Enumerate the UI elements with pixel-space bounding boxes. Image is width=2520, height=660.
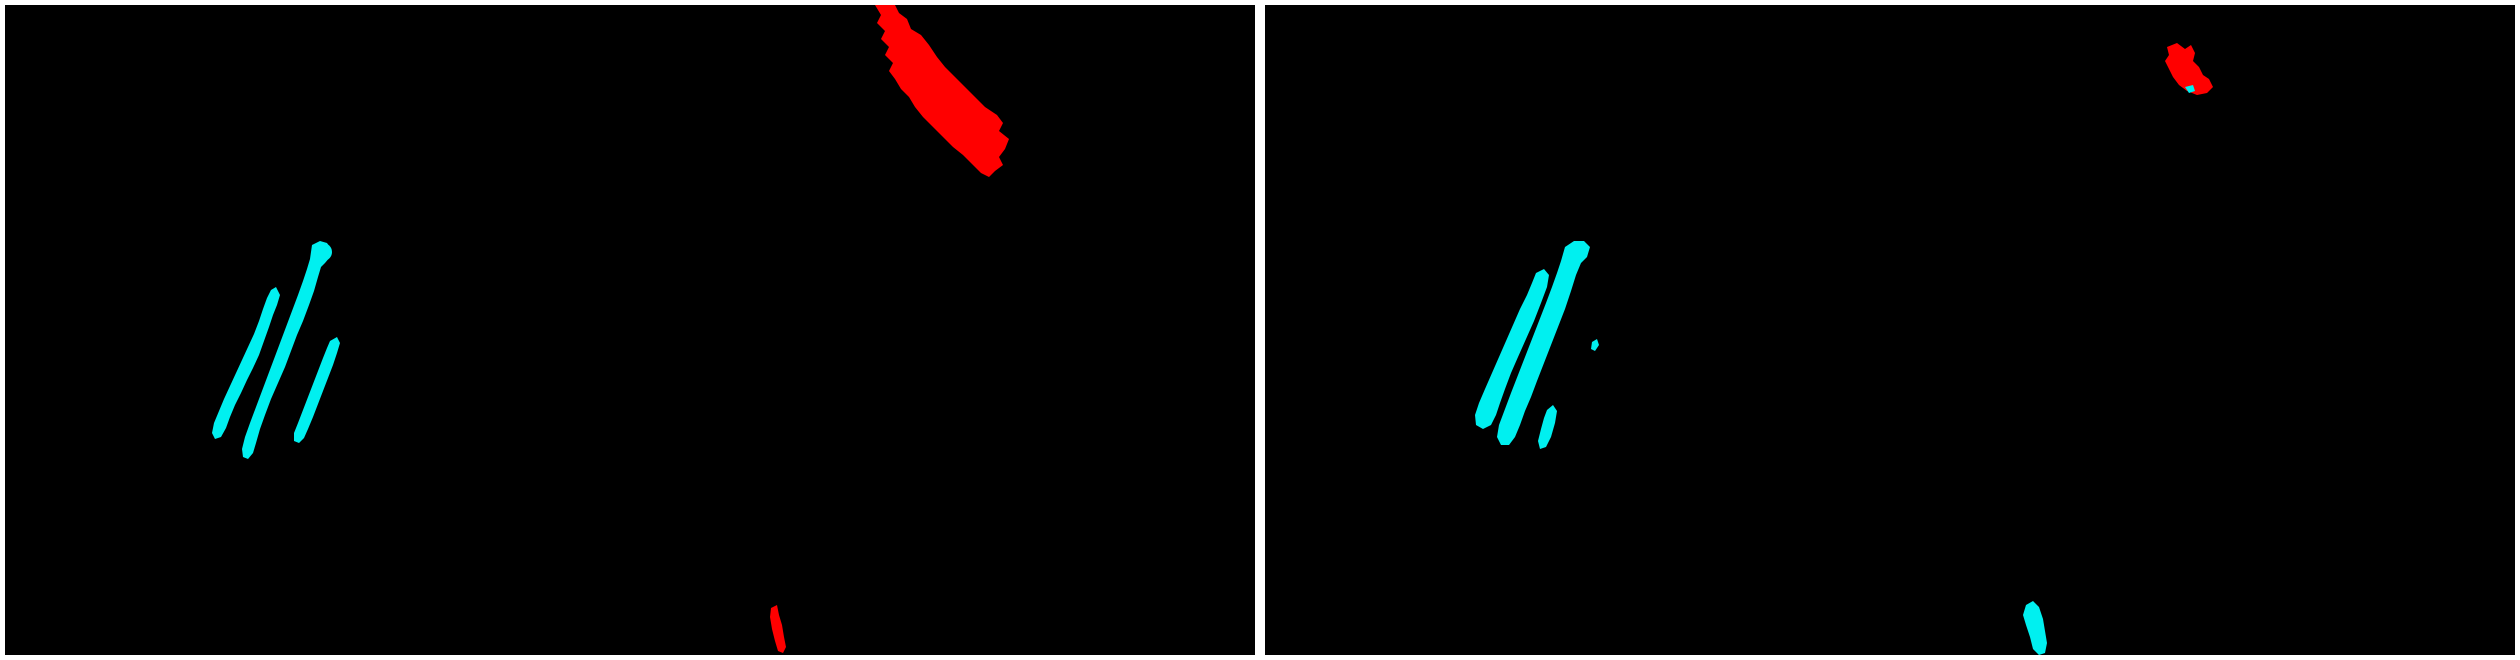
left-cyan-dot [314,243,332,261]
right-background [1265,5,2515,655]
right-mask-canvas [1265,5,2515,655]
right-mask-panel [1265,5,2515,655]
left-mask-canvas [5,5,1255,655]
left-mask-panel [5,5,1255,655]
left-background [5,5,1255,655]
